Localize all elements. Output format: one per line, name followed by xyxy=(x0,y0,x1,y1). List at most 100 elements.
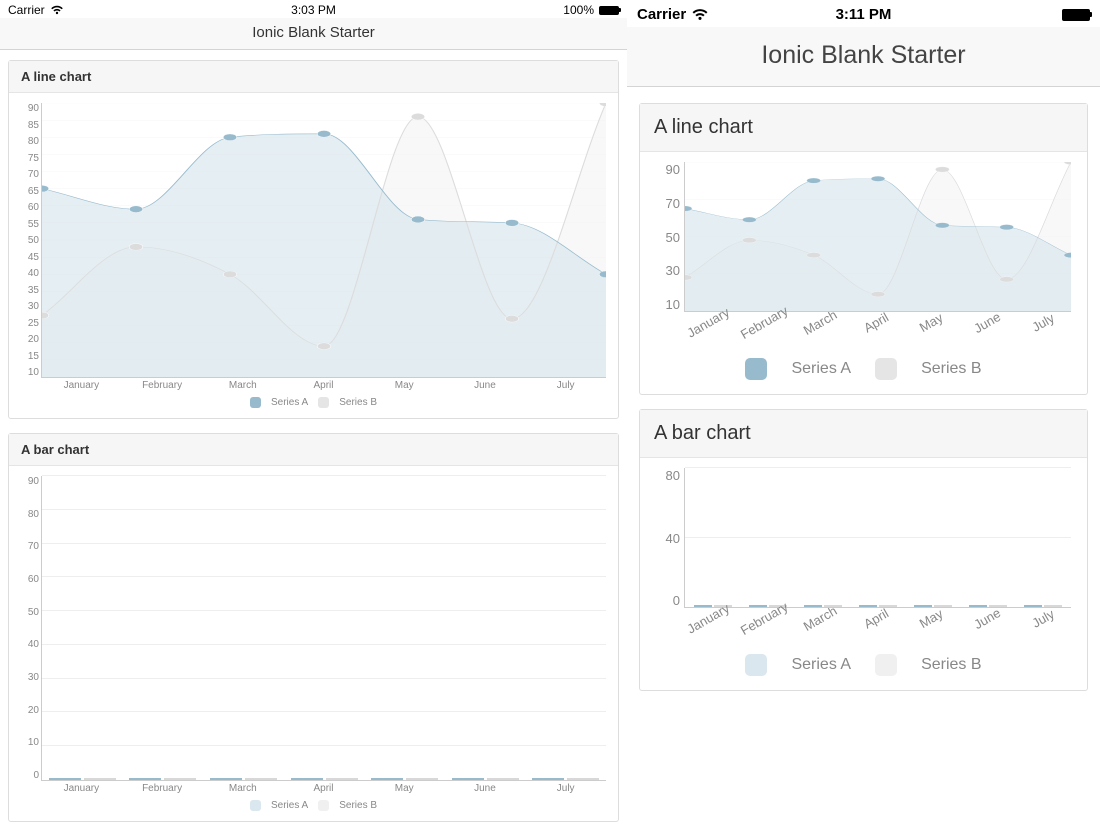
y-tick-label: 15 xyxy=(21,351,39,362)
y-tick-label: 50 xyxy=(652,230,680,245)
legend-swatch-series-b xyxy=(875,654,897,676)
bar-series-a xyxy=(210,778,242,780)
legend-label-series-b: Series B xyxy=(339,800,377,811)
x-tick-label: April xyxy=(283,380,364,391)
bar-group xyxy=(203,778,284,780)
bar-series-a xyxy=(452,778,484,780)
y-tick-label: 80 xyxy=(21,136,39,147)
y-tick-label: 40 xyxy=(21,639,39,650)
bar-group xyxy=(525,778,606,780)
legend-swatch-series-b xyxy=(875,358,897,380)
bar-chart-title: A bar chart xyxy=(640,410,1087,458)
y-tick-label: 75 xyxy=(21,153,39,164)
y-tick-label: 80 xyxy=(21,509,39,520)
y-tick-label: 30 xyxy=(21,672,39,683)
y-tick-label: 80 xyxy=(652,468,680,483)
x-tick-label: March xyxy=(202,380,283,391)
bar-series-b xyxy=(245,778,277,780)
x-tick-label: June xyxy=(445,380,526,391)
y-tick-label: 60 xyxy=(21,574,39,585)
x-tick-label: February xyxy=(122,380,203,391)
x-tick-label: July xyxy=(525,380,606,391)
bar-series-a xyxy=(371,778,403,780)
line-chart-title: A line chart xyxy=(640,104,1087,152)
bar-series-a xyxy=(291,778,323,780)
battery-pct-label: 100% xyxy=(563,3,594,17)
line-chart: 9085807570656055504540353025201510 xyxy=(21,103,606,378)
y-tick-label: 60 xyxy=(21,202,39,213)
bar-series-b xyxy=(84,778,116,780)
carrier-label: Carrier xyxy=(637,6,686,23)
wifi-icon xyxy=(50,5,64,15)
y-tick-label: 0 xyxy=(21,770,39,781)
y-tick-label: 35 xyxy=(21,285,39,296)
legend-swatch-series-a xyxy=(250,800,261,811)
wifi-icon xyxy=(691,8,709,21)
line-chart-legend: Series A Series B xyxy=(21,391,606,412)
y-tick-label: 45 xyxy=(21,252,39,263)
clock-label: 3:11 PM xyxy=(836,6,892,23)
bar-series-b xyxy=(567,778,599,780)
y-tick-label: 50 xyxy=(21,235,39,246)
device-right-phone: Carrier 3:11 PM Ionic Blank Starter A li… xyxy=(627,0,1100,838)
carrier-label: Carrier xyxy=(8,3,45,17)
content-area[interactable]: A line chart 9070503010 JanuaryFebruaryM… xyxy=(627,87,1100,838)
legend-swatch-series-b xyxy=(318,800,329,811)
y-tick-label: 30 xyxy=(652,263,680,278)
bar-series-a xyxy=(532,778,564,780)
bar-chart-title: A bar chart xyxy=(9,434,618,466)
bar-group xyxy=(42,778,123,780)
x-tick-label: March xyxy=(202,783,283,794)
x-tick-label: January xyxy=(41,380,122,391)
y-tick-label: 40 xyxy=(21,268,39,279)
line-chart-title: A line chart xyxy=(9,61,618,93)
status-bar: Carrier 3:11 PM xyxy=(627,0,1100,27)
bar-group xyxy=(364,778,445,780)
y-tick-label: 0 xyxy=(652,593,680,608)
bar-series-a xyxy=(49,778,81,780)
bar-series-b xyxy=(406,778,438,780)
page-title: Ionic Blank Starter xyxy=(627,27,1100,87)
bar-series-b xyxy=(487,778,519,780)
bar-chart: 80 40 0 xyxy=(652,468,1075,608)
x-tick-label: April xyxy=(283,783,364,794)
bar-chart-card: A bar chart 80400 JanuaryFebruaryMarchAp… xyxy=(639,409,1088,691)
y-tick-label: 20 xyxy=(21,334,39,345)
bar-series-a xyxy=(859,605,877,607)
y-tick-label: 55 xyxy=(21,219,39,230)
legend-label-series-b: Series B xyxy=(339,397,377,408)
bar-series-a xyxy=(1024,605,1042,607)
legend-swatch-series-b xyxy=(318,397,329,408)
legend-swatch-series-a xyxy=(250,397,261,408)
legend-label-series-a: Series A xyxy=(791,656,851,674)
battery-icon xyxy=(599,6,619,15)
y-tick-label: 30 xyxy=(21,301,39,312)
line-chart: 9070503010 xyxy=(652,162,1075,312)
y-tick-label: 70 xyxy=(21,169,39,180)
legend-label-series-a: Series A xyxy=(271,397,308,408)
status-bar: Carrier 3:03 PM 100% xyxy=(0,0,627,18)
y-tick-label: 10 xyxy=(652,297,680,312)
bar-group xyxy=(445,778,526,780)
bar-series-a xyxy=(129,778,161,780)
x-tick-label: May xyxy=(364,783,445,794)
line-chart-card: A line chart 9070503010 JanuaryFebruaryM… xyxy=(639,103,1088,395)
bar-series-a xyxy=(969,605,987,607)
bar-series-a xyxy=(804,605,822,607)
y-tick-label: 10 xyxy=(21,367,39,378)
bar-group xyxy=(284,778,365,780)
y-tick-label: 90 xyxy=(21,476,39,487)
content-area[interactable]: A line chart 908580757065605550454035302… xyxy=(0,50,627,838)
device-left-tablet: Carrier 3:03 PM 100% Ionic Blank Starter… xyxy=(0,0,627,838)
bar-series-a xyxy=(914,605,932,607)
clock-label: 3:03 PM xyxy=(291,3,336,17)
x-tick-label: June xyxy=(445,783,526,794)
y-tick-label: 85 xyxy=(21,120,39,131)
bar-chart-legend: Series A Series B xyxy=(21,794,606,815)
legend-swatch-series-a xyxy=(745,358,767,380)
bar-group xyxy=(123,778,204,780)
legend-swatch-series-a xyxy=(745,654,767,676)
y-tick-label: 90 xyxy=(652,162,680,177)
y-tick-label: 70 xyxy=(21,541,39,552)
y-tick-label: 40 xyxy=(652,531,680,546)
